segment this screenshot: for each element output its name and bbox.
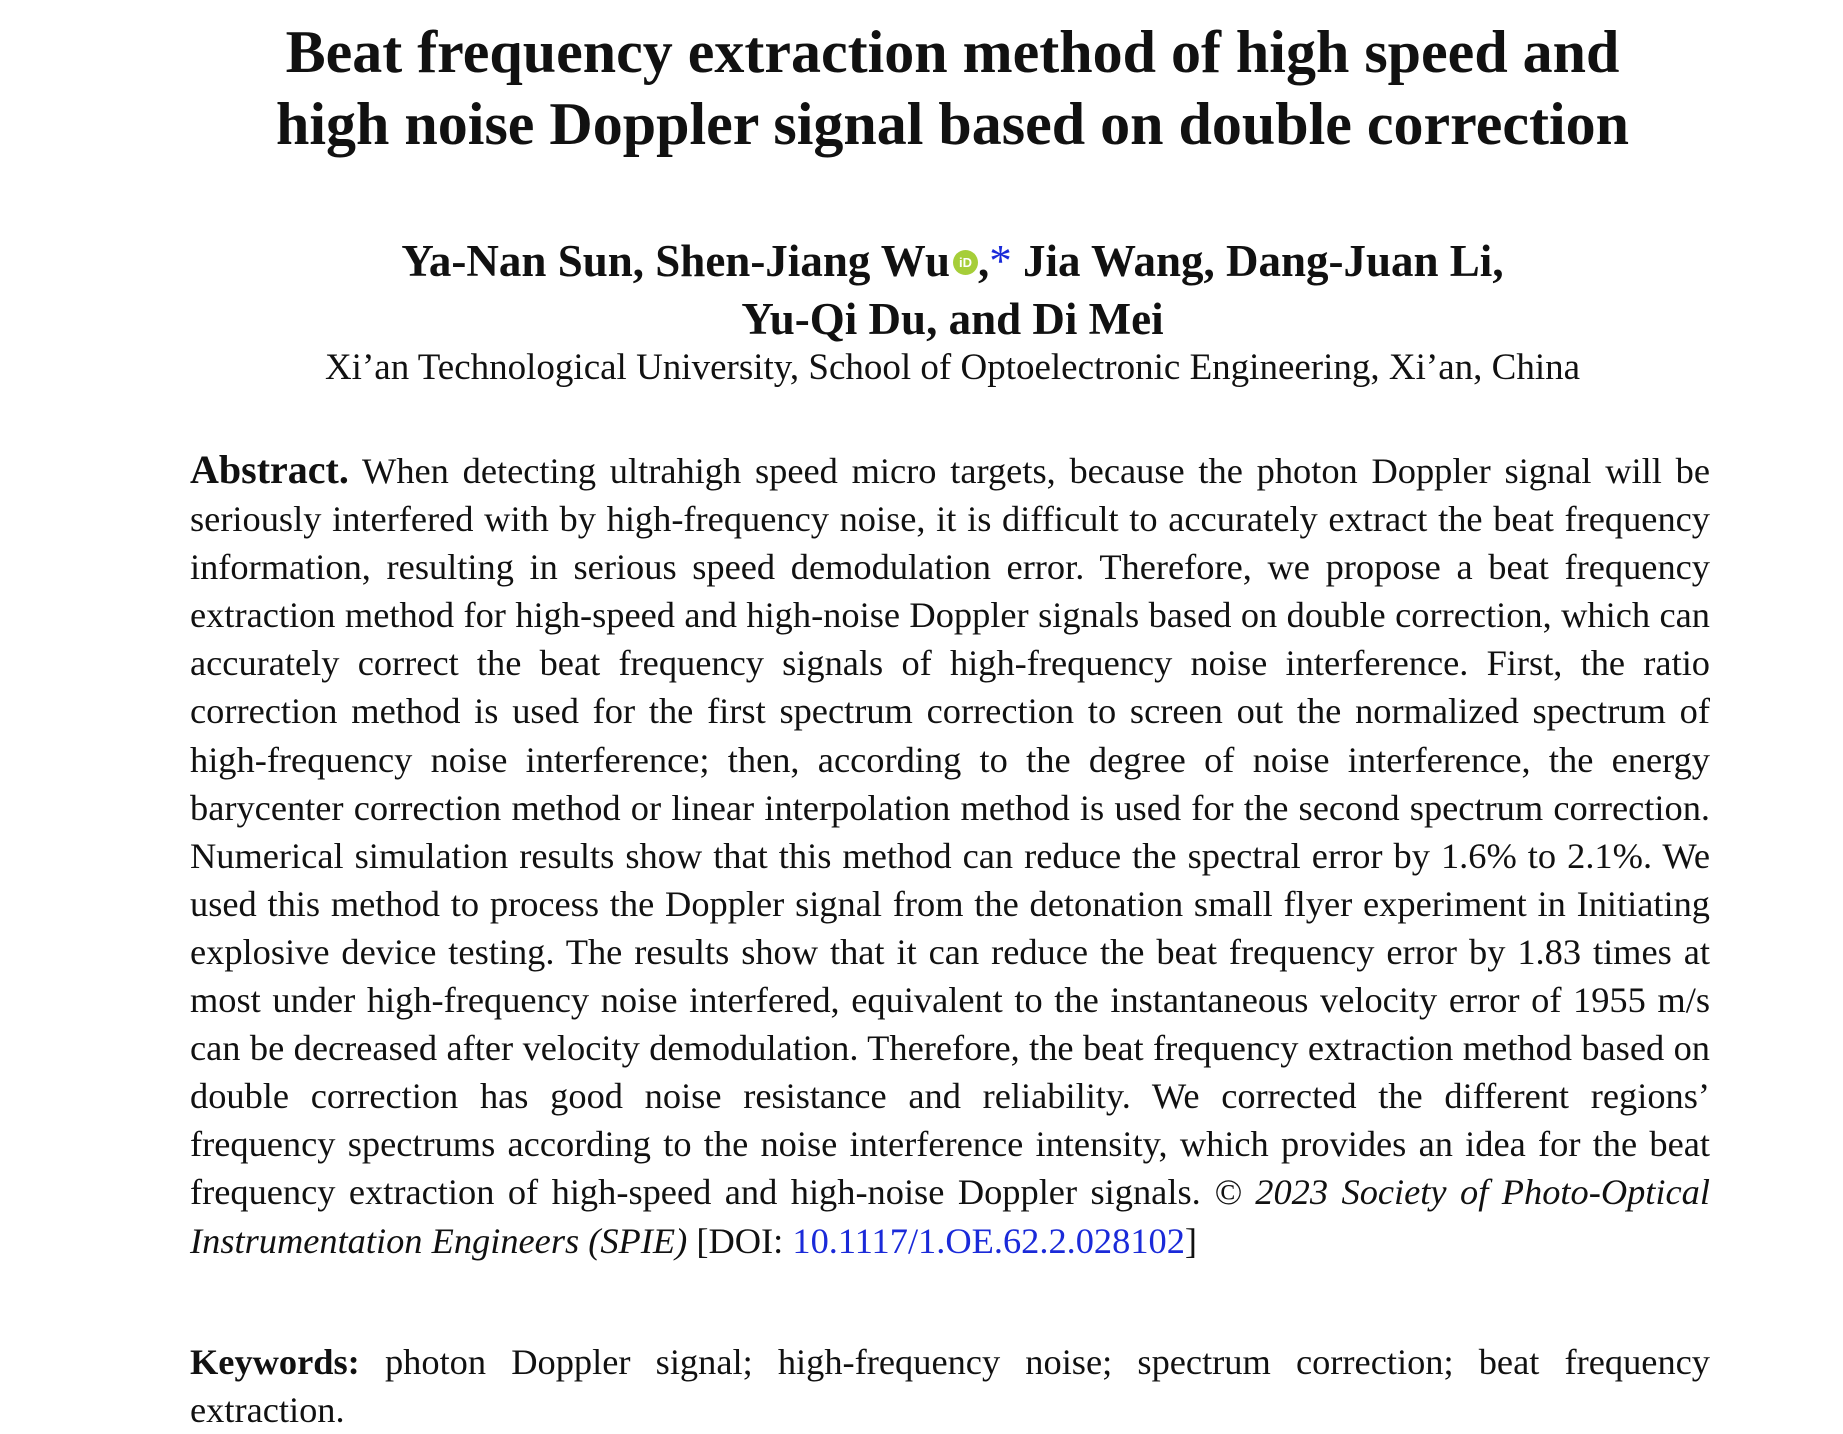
keywords-body: photon Doppler signal; high-frequency no… <box>190 1342 1710 1430</box>
abstract-body: When detecting ultrahigh speed micro tar… <box>190 451 1710 1213</box>
doi-suffix: ] <box>1184 1220 1198 1261</box>
paper-title: Beat frequency extraction method of high… <box>100 16 1805 160</box>
authors-line-1-part-1: Ya-Nan Sun, Shen-Jiang Wu <box>401 236 950 286</box>
paper-title-line-1: Beat frequency extraction method of high… <box>285 19 1620 85</box>
corresponding-author-mark[interactable]: * <box>989 236 1012 286</box>
doi-link[interactable]: 10.1117/1.OE.62.2.028102 <box>792 1220 1185 1261</box>
orcid-icon[interactable]: iD <box>953 250 978 275</box>
doi-prefix: [DOI: <box>696 1220 793 1261</box>
keywords-label: Keywords: <box>190 1342 360 1382</box>
abstract: Abstract. When detecting ultrahigh speed… <box>190 446 1710 1265</box>
author-list: Ya-Nan Sun, Shen-Jiang Wu iD ,* Jia Wang, … <box>100 232 1805 348</box>
authors-line-1-part-2: Jia Wang, Dang-Juan Li, <box>1011 236 1504 286</box>
authors-comma: , <box>978 236 990 286</box>
copyright-notice: © 2023 Society of Photo-Optical Instrume… <box>190 1172 1710 1261</box>
abstract-label: Abstract. <box>190 447 349 492</box>
affiliation: Xi’an Technological University, School o… <box>324 347 1581 388</box>
paper-title-line-2: high noise Doppler signal based on doubl… <box>276 91 1629 157</box>
keywords: Keywords: photon Doppler signal; high-fr… <box>190 1338 1710 1434</box>
authors-line-2: Yu-Qi Du, and Di Mei <box>741 294 1164 344</box>
